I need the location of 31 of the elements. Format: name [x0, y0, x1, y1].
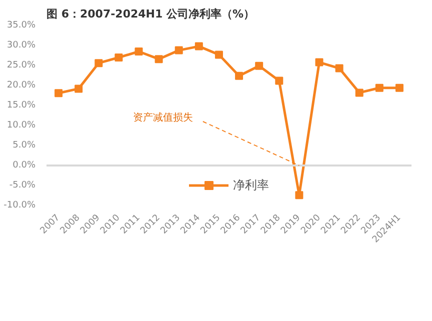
point: [214, 50, 223, 59]
point: [174, 46, 183, 54]
y-tick-label: 35.0%: [6, 20, 36, 30]
point: [194, 42, 203, 50]
point: [74, 84, 83, 93]
y-tick-label: 30.0%: [6, 40, 36, 50]
legend-label: 净利率: [233, 176, 269, 194]
annotation: 资产减值损失: [132, 112, 193, 124]
point: [395, 84, 404, 92]
y-tick-label: 5.0%: [12, 140, 36, 150]
y-tick-label: -5.0%: [9, 180, 36, 190]
y-tick-label: 20.0%: [6, 80, 36, 90]
point: [114, 54, 123, 62]
point: [275, 76, 284, 85]
point: [335, 64, 344, 72]
point: [134, 48, 143, 56]
point: [255, 62, 264, 70]
y-tick-label: 15.0%: [6, 100, 36, 110]
point: [54, 89, 63, 98]
point: [235, 72, 244, 80]
y-tick-label: -10.0%: [4, 200, 36, 210]
y-tick-label: 10.0%: [6, 120, 36, 130]
point: [295, 191, 304, 200]
point: [154, 55, 163, 64]
y-tick-label: 0.0%: [12, 160, 36, 170]
point: [94, 59, 103, 68]
point: [355, 88, 364, 97]
chart-title: 图 6：2007-2024H1 公司净利率（%）: [46, 8, 254, 20]
point: [315, 58, 324, 66]
y-tick-label: 25.0%: [6, 60, 36, 70]
point: [375, 84, 384, 92]
